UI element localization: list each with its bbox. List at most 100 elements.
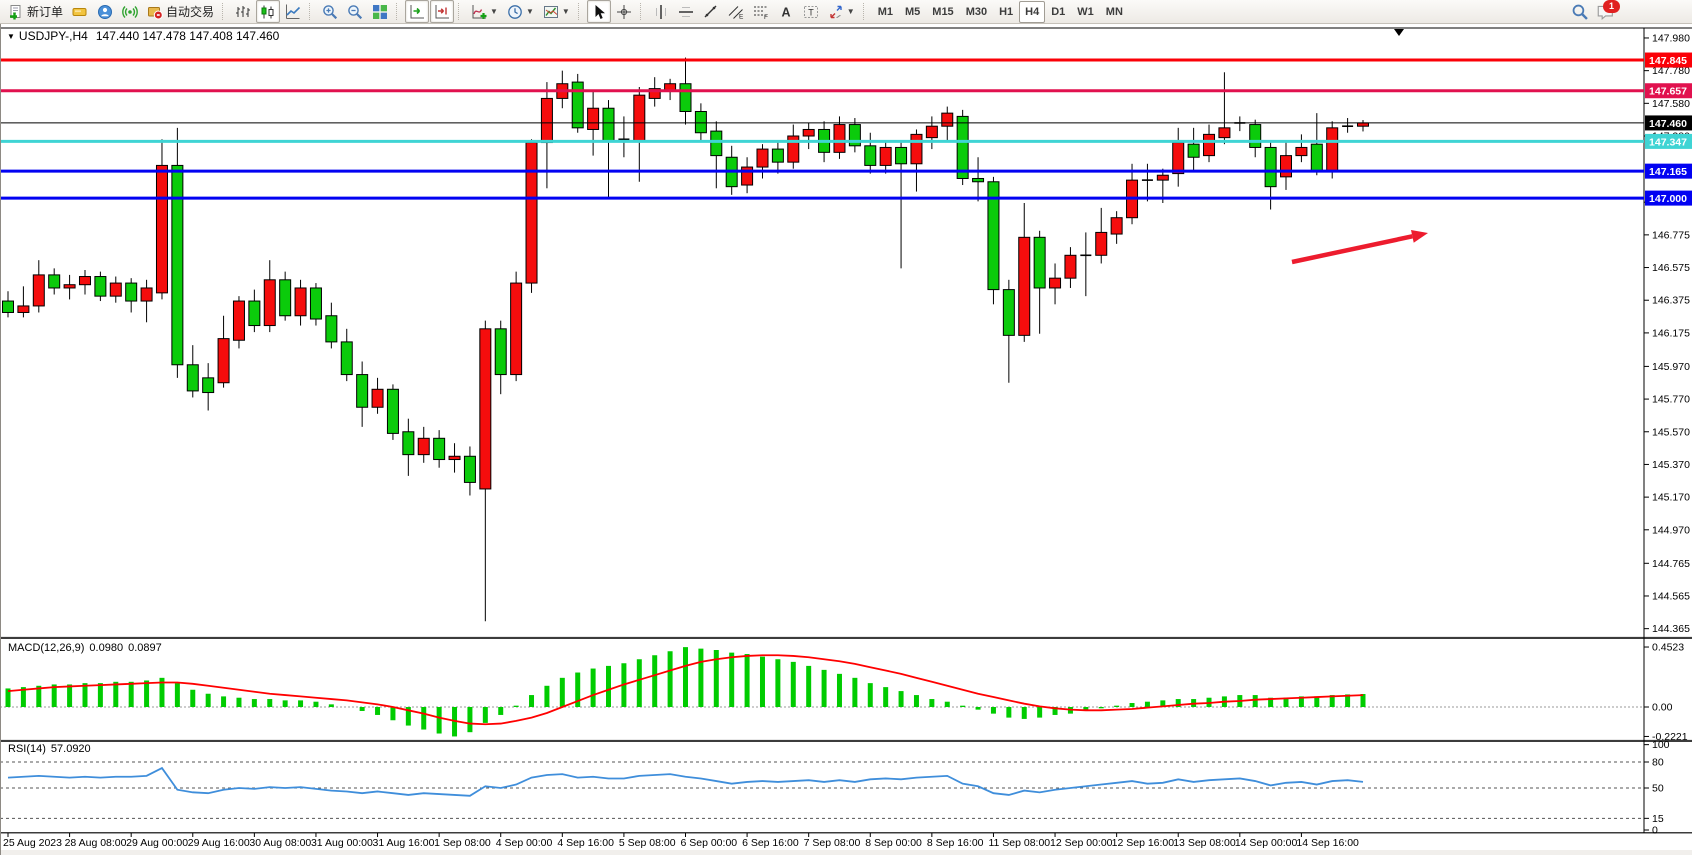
templates-button[interactable]: ▼ bbox=[539, 0, 574, 23]
search-icon[interactable] bbox=[1571, 3, 1588, 20]
templates-icon bbox=[543, 4, 559, 20]
crosshair-button[interactable] bbox=[612, 0, 636, 23]
timeframe-h4[interactable]: H4 bbox=[1019, 0, 1046, 23]
chat-button[interactable]: 1 bbox=[1596, 0, 1620, 21]
toolbar-separator bbox=[639, 3, 645, 20]
bar-chart-button[interactable] bbox=[231, 0, 255, 23]
candlestick-chart-button[interactable] bbox=[256, 0, 281, 23]
time-tick-label: 1 Sep 08:00 bbox=[434, 837, 491, 849]
auto-scroll-button[interactable] bbox=[405, 0, 430, 23]
horizontal-lines-layer bbox=[0, 58, 1644, 200]
tile-windows-icon bbox=[372, 4, 388, 20]
account-button[interactable] bbox=[93, 0, 117, 23]
price-badge-147.460 bbox=[1645, 115, 1692, 131]
chevron-down-icon: ▼ bbox=[490, 6, 498, 16]
time-tick-label: 30 Aug 08:00 bbox=[249, 837, 311, 849]
timeframe-d1[interactable]: D1 bbox=[1051, 5, 1066, 18]
signal-icon bbox=[122, 4, 138, 20]
trendline-icon bbox=[703, 4, 719, 20]
cursor-button[interactable] bbox=[586, 0, 611, 23]
vertical-line-icon bbox=[653, 4, 669, 20]
periods-icon bbox=[507, 4, 523, 20]
timeframe-m5[interactable]: M5 bbox=[905, 5, 921, 18]
window-bottom-strip bbox=[0, 850, 1692, 855]
account-icon bbox=[97, 4, 113, 20]
toolbar: 新订单 自动交易 ▼ ▼ ▼ E F A T ▼ bbox=[0, 0, 1692, 24]
svg-text:A: A bbox=[781, 5, 790, 19]
svg-text:E: E bbox=[739, 13, 744, 20]
chevron-down-icon: ▼ bbox=[525, 6, 534, 16]
end-of-data-marker bbox=[1394, 29, 1404, 36]
price-tick-label: 144.970 bbox=[1652, 524, 1690, 536]
timeframe-w1[interactable]: W1 bbox=[1077, 5, 1094, 18]
text-label-icon: T bbox=[803, 4, 819, 20]
vertical-line-button[interactable] bbox=[649, 0, 673, 23]
timeframe-m30[interactable]: M30 bbox=[965, 5, 988, 18]
trendline-button[interactable] bbox=[699, 0, 723, 23]
periods-button[interactable]: ▼ bbox=[503, 0, 538, 23]
time-tick-label: 6 Sep 00:00 bbox=[680, 837, 737, 849]
channel-button[interactable]: E bbox=[724, 0, 748, 23]
signal-button[interactable] bbox=[118, 0, 142, 23]
zoom-out-button[interactable] bbox=[343, 0, 367, 23]
price-tick-label: 146.175 bbox=[1652, 327, 1690, 339]
timeframe-strip: M1 M5 M15 M30 H1 H4 D1 W1 MN bbox=[872, 0, 1129, 23]
chart-shift-button[interactable] bbox=[430, 0, 455, 23]
price-badge-label: 147.000 bbox=[1649, 193, 1687, 205]
text-icon: A bbox=[778, 4, 794, 20]
gold-button[interactable] bbox=[68, 0, 92, 23]
time-tick-label: 12 Sep 00:00 bbox=[1050, 837, 1113, 849]
time-tick-label: 8 Sep 16:00 bbox=[927, 837, 984, 849]
arrows-button[interactable]: ▼ bbox=[824, 0, 859, 23]
timeframe-h1[interactable]: H1 bbox=[999, 5, 1014, 18]
auto-trading-button[interactable]: 自动交易 bbox=[143, 0, 218, 23]
auto-trading-icon bbox=[147, 4, 163, 20]
time-tick-label: 11 Sep 08:00 bbox=[988, 837, 1050, 849]
rsi-line bbox=[7, 766, 1364, 797]
price-tick-label: 147.980 bbox=[1652, 32, 1690, 44]
text-button[interactable]: A bbox=[774, 0, 798, 23]
chevron-down-icon: ▼ bbox=[561, 6, 570, 16]
panel-separator bbox=[0, 636, 1692, 637]
timeframe-m15[interactable]: M15 bbox=[932, 5, 954, 18]
price-tick-label: 144.565 bbox=[1652, 590, 1690, 602]
indicators-button[interactable]: ▼ bbox=[467, 0, 502, 23]
timeframe-m1[interactable]: M1 bbox=[877, 5, 893, 18]
chart-plot[interactable]: 147.980147.780147.580147.380146.975146.7… bbox=[0, 24, 1692, 855]
chart-shift-icon bbox=[434, 4, 450, 20]
bar-chart-icon bbox=[235, 4, 251, 20]
macd-axis-label: 0.00 bbox=[1652, 702, 1673, 714]
text-label-button[interactable]: T bbox=[799, 0, 823, 23]
panel-separator bbox=[0, 739, 1692, 740]
toolbar-separator bbox=[577, 3, 583, 20]
channel-icon: E bbox=[728, 4, 744, 20]
timeframe-mn[interactable]: MN bbox=[1105, 5, 1123, 18]
zoom-in-button[interactable] bbox=[318, 0, 342, 23]
horizontal-line-button[interactable] bbox=[674, 0, 698, 23]
line-chart-button[interactable] bbox=[281, 0, 305, 23]
time-tick-label: 12 Sep 16:00 bbox=[1112, 837, 1175, 849]
fibonacci-button[interactable]: F bbox=[749, 0, 773, 23]
cursor-icon bbox=[591, 4, 607, 20]
new-order-icon bbox=[8, 4, 24, 20]
tile-windows-button[interactable] bbox=[368, 0, 392, 23]
price-tick-label: 145.570 bbox=[1652, 426, 1690, 438]
price-badge-147.000 bbox=[1645, 190, 1692, 206]
new-order-button[interactable]: 新订单 bbox=[4, 0, 67, 23]
time-tick-label: 25 Aug 2023 bbox=[3, 837, 62, 849]
price-badge-147.347 bbox=[1645, 133, 1692, 149]
time-tick-label: 14 Sep 00:00 bbox=[1235, 837, 1298, 849]
rsi-axis-label: 100 bbox=[1652, 739, 1670, 751]
macd-signal-line bbox=[7, 654, 1364, 726]
toolbar-separator bbox=[862, 3, 868, 20]
svg-text:F: F bbox=[764, 14, 768, 20]
chevron-down-icon: ▼ bbox=[846, 6, 855, 16]
gold-icon bbox=[72, 4, 88, 20]
trend-arrow-annotation bbox=[1291, 229, 1428, 265]
time-tick-label: 7 Sep 08:00 bbox=[804, 837, 861, 849]
price-tick-label: 146.575 bbox=[1652, 262, 1690, 274]
price-badge-label: 147.845 bbox=[1649, 55, 1687, 67]
zoom-in-icon bbox=[322, 4, 338, 20]
toolbar-right: 1 bbox=[1571, 0, 1620, 21]
time-tick-label: 14 Sep 16:00 bbox=[1296, 837, 1359, 849]
